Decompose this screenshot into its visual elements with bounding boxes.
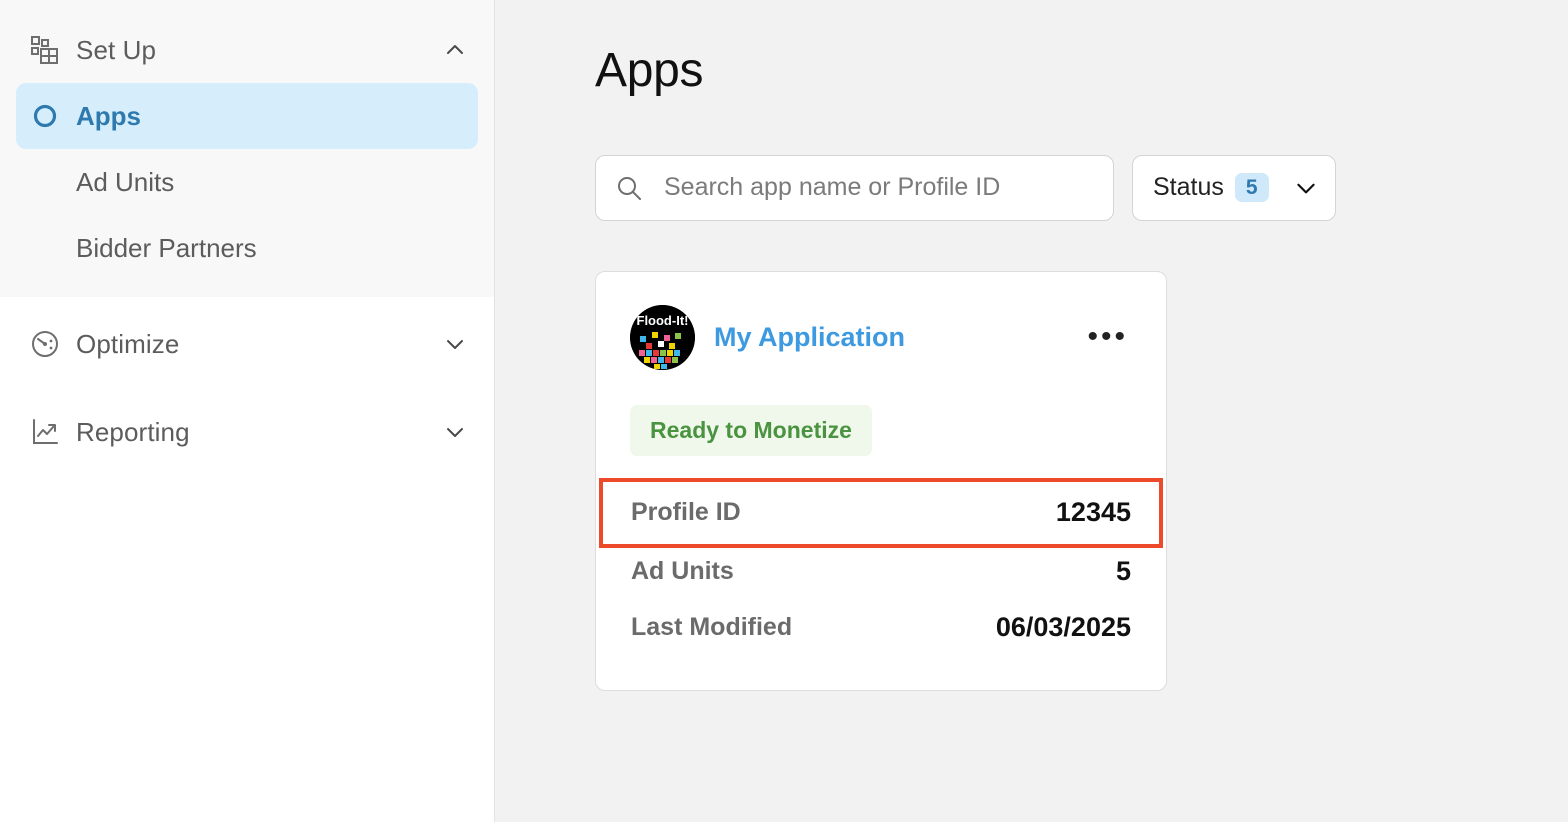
sidebar-group-label-optimize: Optimize (76, 328, 180, 359)
chevron-up-icon[interactable] (442, 37, 468, 63)
status-badge: Ready to Monetize (630, 404, 872, 456)
sidebar-group-label-reporting: Reporting (76, 416, 190, 447)
app-card-header: Flood-It! My Application ••• (630, 304, 1132, 370)
info-row-value: 5 (1115, 556, 1131, 587)
info-row-last-modified: Last Modified 06/03/2025 (630, 600, 1132, 656)
app-name-link[interactable]: My Application (714, 321, 906, 352)
page-title: Apps (595, 44, 704, 97)
sidebar-group-header-set-up[interactable]: Set Up (0, 17, 494, 83)
search-input[interactable] (664, 155, 1095, 220)
sidebar-group-rest: Optimize Reporting (0, 297, 494, 465)
app-card-info-rows: Profile ID 12345 Ad Units 5 Last Modifie… (599, 477, 1163, 656)
svg-text:Flood-It!: Flood-It! (637, 313, 689, 328)
app-card: Flood-It! My Application ••• Ready to Mo… (595, 270, 1167, 691)
info-row-key: Ad Units (631, 557, 734, 586)
line-chart-icon (28, 415, 62, 449)
sidebar-item-apps[interactable]: Apps (16, 83, 478, 149)
info-row-key: Last Modified (631, 613, 793, 642)
main-content: Apps Status 5 (495, 0, 1568, 822)
app-avatar: Flood-It! (630, 304, 695, 370)
circle-ring-icon (28, 99, 62, 133)
sidebar-item-label-bidder-partners: Bidder Partners (76, 232, 257, 263)
filter-row: Status 5 (595, 154, 1568, 221)
sidebar-item-ad-units[interactable]: Ad Units (16, 149, 478, 215)
kebab-menu-icon[interactable]: ••• (1087, 320, 1128, 354)
status-filter-count-badge: 5 (1234, 173, 1269, 203)
info-row-value: 12345 (1055, 497, 1131, 528)
sidebar-group-header-optimize[interactable]: Optimize (0, 311, 494, 377)
chevron-down-icon[interactable] (442, 419, 468, 445)
info-row-ad-units: Ad Units 5 (630, 544, 1132, 600)
sidebar-group-header-reporting[interactable]: Reporting (0, 399, 494, 465)
sidebar-item-bidder-partners[interactable]: Bidder Partners (16, 215, 478, 281)
status-filter-label: Status (1153, 173, 1224, 202)
speedometer-icon (28, 327, 62, 361)
info-row-key: Profile ID (631, 498, 741, 527)
status-filter-dropdown[interactable]: Status 5 (1132, 154, 1336, 221)
chevron-down-icon[interactable] (442, 331, 468, 357)
sidebar-item-label-ad-units: Ad Units (76, 166, 175, 197)
sidebar-group-set-up: Set Up Apps Ad Units Bidd (0, 0, 494, 297)
sidebar-item-label-apps: Apps (76, 100, 141, 131)
info-row-value: 06/03/2025 (995, 612, 1131, 643)
sidebar-group-label-set-up: Set Up (76, 34, 157, 65)
sidebar: Set Up Apps Ad Units Bidd (0, 0, 495, 822)
grid-squares-icon (28, 33, 62, 67)
search-icon (614, 173, 644, 203)
chevron-down-icon[interactable] (1293, 175, 1319, 201)
info-row-profile-id: Profile ID 12345 (599, 477, 1163, 548)
search-box[interactable] (595, 154, 1114, 221)
